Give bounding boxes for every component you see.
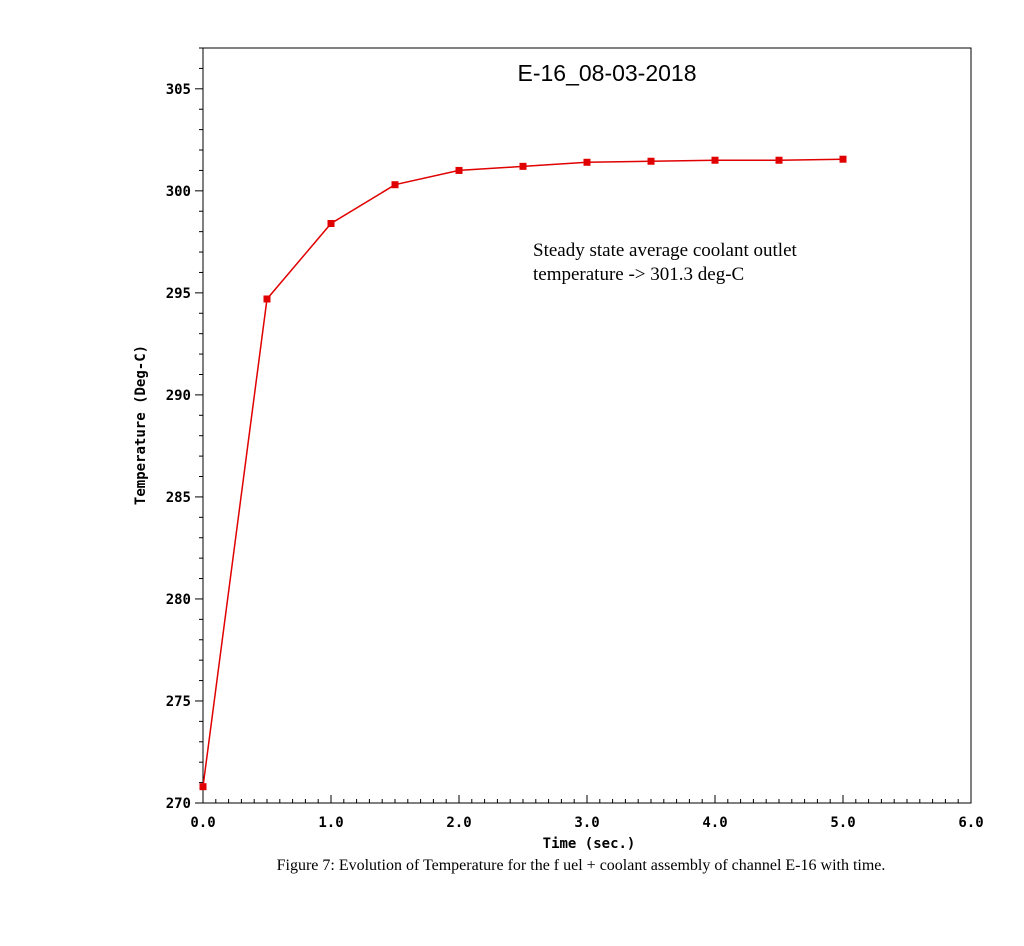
data-point xyxy=(839,155,847,163)
annotation-line-1: Steady state average coolant outlet xyxy=(533,240,798,261)
data-point xyxy=(327,219,335,227)
data-point xyxy=(199,783,207,791)
data-point xyxy=(263,295,271,303)
chart-title: E-16_08-03-2018 xyxy=(517,60,696,86)
data-point xyxy=(519,162,527,170)
data-point xyxy=(647,157,655,165)
x-tick-label: 0.0 xyxy=(190,815,215,831)
annotation-line-2: temperature -> 301.3 deg-C xyxy=(533,264,744,285)
y-tick-label: 280 xyxy=(166,592,191,608)
x-axis-ticks: 0.0 1.0 2.0 3.0 4.0 5.0 6.0 xyxy=(190,795,984,831)
x-tick-label: 2.0 xyxy=(446,815,471,831)
y-tick-label: 300 xyxy=(166,184,191,200)
y-tick-label: 270 xyxy=(166,796,191,812)
x-tick-label: 5.0 xyxy=(830,815,855,831)
figure-caption: Figure 7: Evolution of Temperature for t… xyxy=(277,857,886,874)
y-axis-ticks: 270 275 280 285 290 295 300 305 xyxy=(166,47,203,812)
data-point xyxy=(775,156,783,164)
x-tick-label: 4.0 xyxy=(702,815,727,831)
y-tick-label: 285 xyxy=(166,490,191,506)
x-tick-label: 6.0 xyxy=(958,815,983,831)
data-point xyxy=(455,166,463,174)
y-tick-label: 295 xyxy=(166,286,191,302)
data-point xyxy=(583,158,591,166)
data-point xyxy=(391,181,399,189)
data-point xyxy=(711,156,719,164)
y-tick-label: 275 xyxy=(166,694,191,710)
series-layer xyxy=(199,155,847,791)
y-axis-label: Temperature (Deg-C) xyxy=(133,345,149,505)
x-tick-label: 1.0 xyxy=(318,815,343,831)
y-tick-label: 305 xyxy=(166,82,191,98)
x-tick-label: 3.0 xyxy=(574,815,599,831)
y-tick-label: 290 xyxy=(166,388,191,404)
x-axis-label: Time (sec.) xyxy=(543,836,636,852)
